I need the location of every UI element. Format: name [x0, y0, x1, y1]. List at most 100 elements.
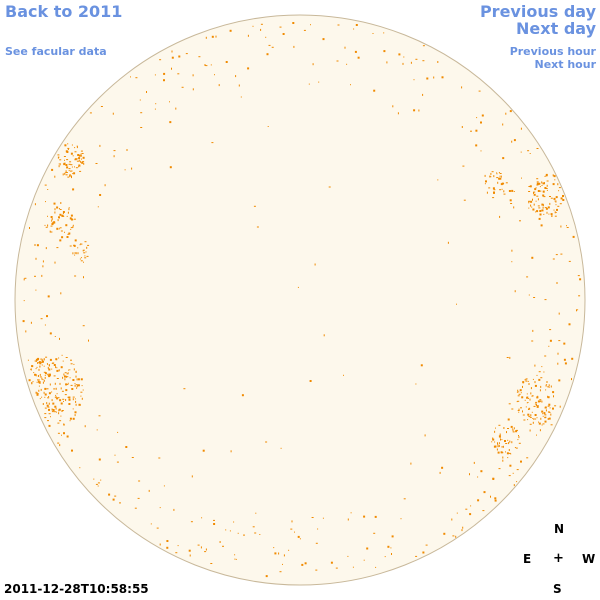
facula-point: [282, 563, 283, 565]
facula-point: [49, 383, 51, 386]
facula-point: [23, 278, 25, 281]
facula-point: [41, 274, 43, 277]
facula-point: [526, 276, 529, 278]
facula-point: [200, 546, 202, 549]
facula-point: [513, 206, 515, 209]
facula-point: [312, 63, 314, 66]
facula-point: [541, 366, 543, 368]
facula-point: [80, 395, 82, 397]
facula-point: [95, 483, 98, 485]
facula-point: [66, 159, 69, 161]
facula-point: [69, 170, 72, 172]
facula-point: [528, 407, 530, 409]
facula-point: [81, 397, 83, 400]
facula-point: [536, 396, 539, 399]
facula-point: [538, 217, 541, 220]
facula-point: [46, 402, 48, 405]
facula-point: [550, 213, 553, 216]
facula-point: [79, 170, 82, 172]
facula-point: [82, 249, 85, 251]
next-day-link[interactable]: Next day: [516, 19, 596, 38]
facula-point: [344, 46, 346, 49]
back-to-year-link[interactable]: Back to 2011: [5, 2, 123, 21]
facula-point: [58, 357, 60, 359]
facula-point: [43, 365, 45, 367]
facula-point: [71, 388, 74, 390]
facula-point: [25, 330, 27, 333]
previous-day-link[interactable]: Previous day: [479, 2, 596, 21]
facula-point: [70, 164, 73, 166]
facula-point: [531, 206, 533, 208]
facula-point: [80, 160, 82, 163]
facula-point: [82, 389, 84, 391]
facula-point: [528, 186, 531, 187]
facula-point: [518, 393, 521, 395]
facula-point: [139, 99, 141, 101]
facula-point: [274, 552, 277, 555]
facula-point: [83, 261, 84, 263]
facula-point: [51, 408, 53, 411]
facula-point: [34, 374, 37, 375]
facula-point: [59, 209, 62, 210]
facula-point: [576, 309, 577, 312]
facula-point: [456, 512, 458, 514]
facula-point: [560, 197, 563, 200]
facula-point: [353, 28, 355, 30]
facula-point: [81, 161, 84, 164]
facula-point: [422, 45, 425, 47]
facula-point: [211, 142, 214, 144]
facula-point: [488, 187, 491, 189]
facula-point: [65, 172, 68, 173]
facula-point: [54, 336, 56, 337]
facula-point: [498, 445, 500, 447]
facula-point: [562, 195, 564, 197]
facula-point: [74, 275, 77, 277]
facula-point: [517, 439, 519, 441]
facula-point: [175, 107, 177, 110]
facula-point: [84, 257, 87, 259]
facula-point: [53, 375, 56, 377]
next-hour-link[interactable]: Next hour: [534, 58, 597, 71]
facula-point: [322, 38, 325, 41]
facula-point: [71, 144, 73, 146]
facula-point: [64, 375, 66, 378]
facula-point: [37, 357, 40, 360]
facula-point: [528, 383, 530, 385]
facula-point: [30, 321, 32, 324]
facula-point: [64, 144, 67, 147]
facula-point: [56, 411, 57, 413]
facula-point: [148, 489, 150, 492]
facula-point: [39, 373, 41, 376]
facula-point: [534, 418, 537, 420]
facula-point: [65, 170, 67, 173]
facula-point: [51, 399, 53, 402]
facula-point: [38, 379, 40, 381]
see-facular-data-link[interactable]: See facular data: [5, 45, 107, 58]
facula-point: [486, 191, 488, 194]
facula-point: [517, 400, 520, 402]
facula-point: [541, 181, 543, 184]
facula-point: [45, 356, 48, 358]
facula-point: [36, 393, 39, 396]
facula-point: [169, 166, 172, 169]
facula-point: [546, 180, 549, 182]
facula-point: [211, 35, 214, 38]
facula-point: [562, 199, 565, 201]
facula-point: [521, 177, 522, 179]
facula-point: [478, 90, 481, 92]
facula-point: [503, 193, 506, 195]
facula-point: [47, 189, 49, 190]
facula-point: [65, 150, 68, 153]
facula-point: [57, 397, 60, 399]
facula-point: [441, 76, 444, 79]
facula-point: [32, 381, 34, 383]
previous-hour-link[interactable]: Previous hour: [509, 45, 596, 58]
facula-point: [73, 218, 76, 220]
facula-point: [41, 364, 43, 366]
facula-point: [37, 380, 39, 383]
facula-point: [49, 332, 52, 335]
facula-point: [210, 563, 213, 564]
facula-point: [522, 414, 525, 416]
facula-point: [556, 208, 558, 211]
